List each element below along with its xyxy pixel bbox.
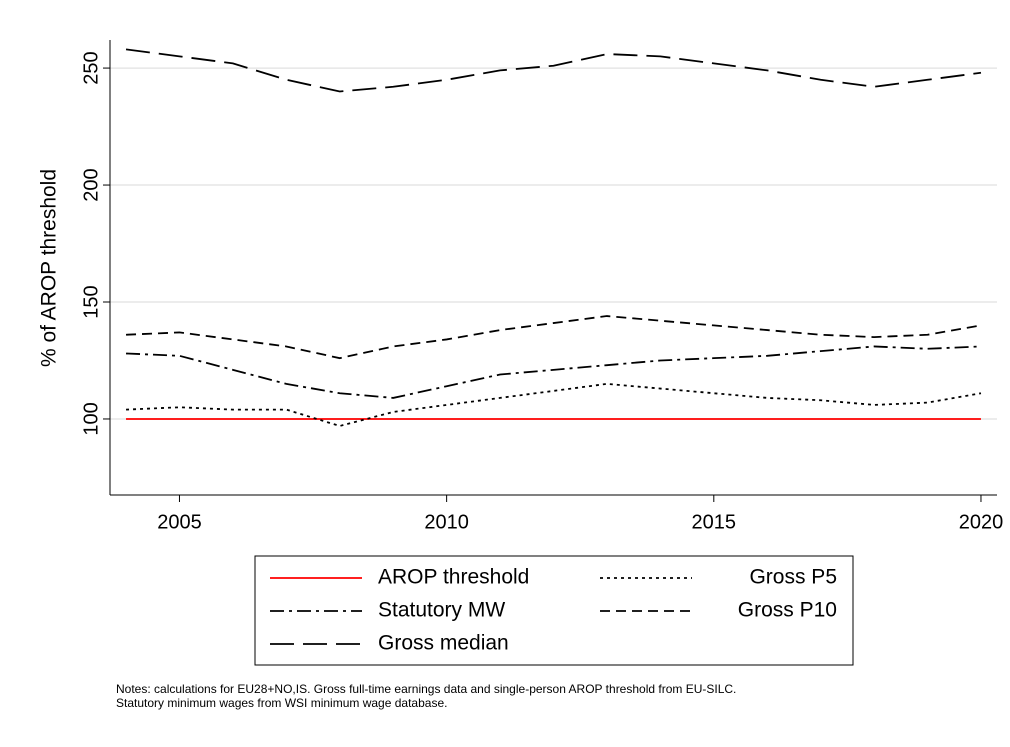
x-tick-label: 2020 [959, 511, 1004, 533]
legend-label: Gross P5 [749, 566, 837, 589]
note: Statutory minimum wages from WSI minimum… [116, 696, 447, 710]
series-line [125, 315, 982, 360]
legend-label: Gross P10 [738, 599, 837, 622]
legend-label: Gross median [378, 632, 509, 655]
y-tick-label: 200 [80, 168, 102, 201]
series-line [125, 48, 982, 93]
legend-label: AROP threshold [378, 566, 529, 589]
x-tick-label: 2005 [157, 511, 202, 533]
x-tick-label: 2015 [692, 511, 737, 533]
series-line [125, 345, 982, 399]
y-tick-label: 150 [80, 285, 102, 318]
legend-label: Statutory MW [378, 599, 505, 622]
note: Notes: calculations for EU28+NO,IS. Gros… [116, 682, 736, 696]
y-tick-label: 100 [80, 402, 102, 435]
x-tick-label: 2010 [424, 511, 469, 533]
y-tick-label: 250 [80, 51, 102, 84]
series-line [125, 382, 982, 427]
legend-box [254, 555, 854, 666]
y-axis-label: % of AROP threshold [38, 169, 61, 367]
